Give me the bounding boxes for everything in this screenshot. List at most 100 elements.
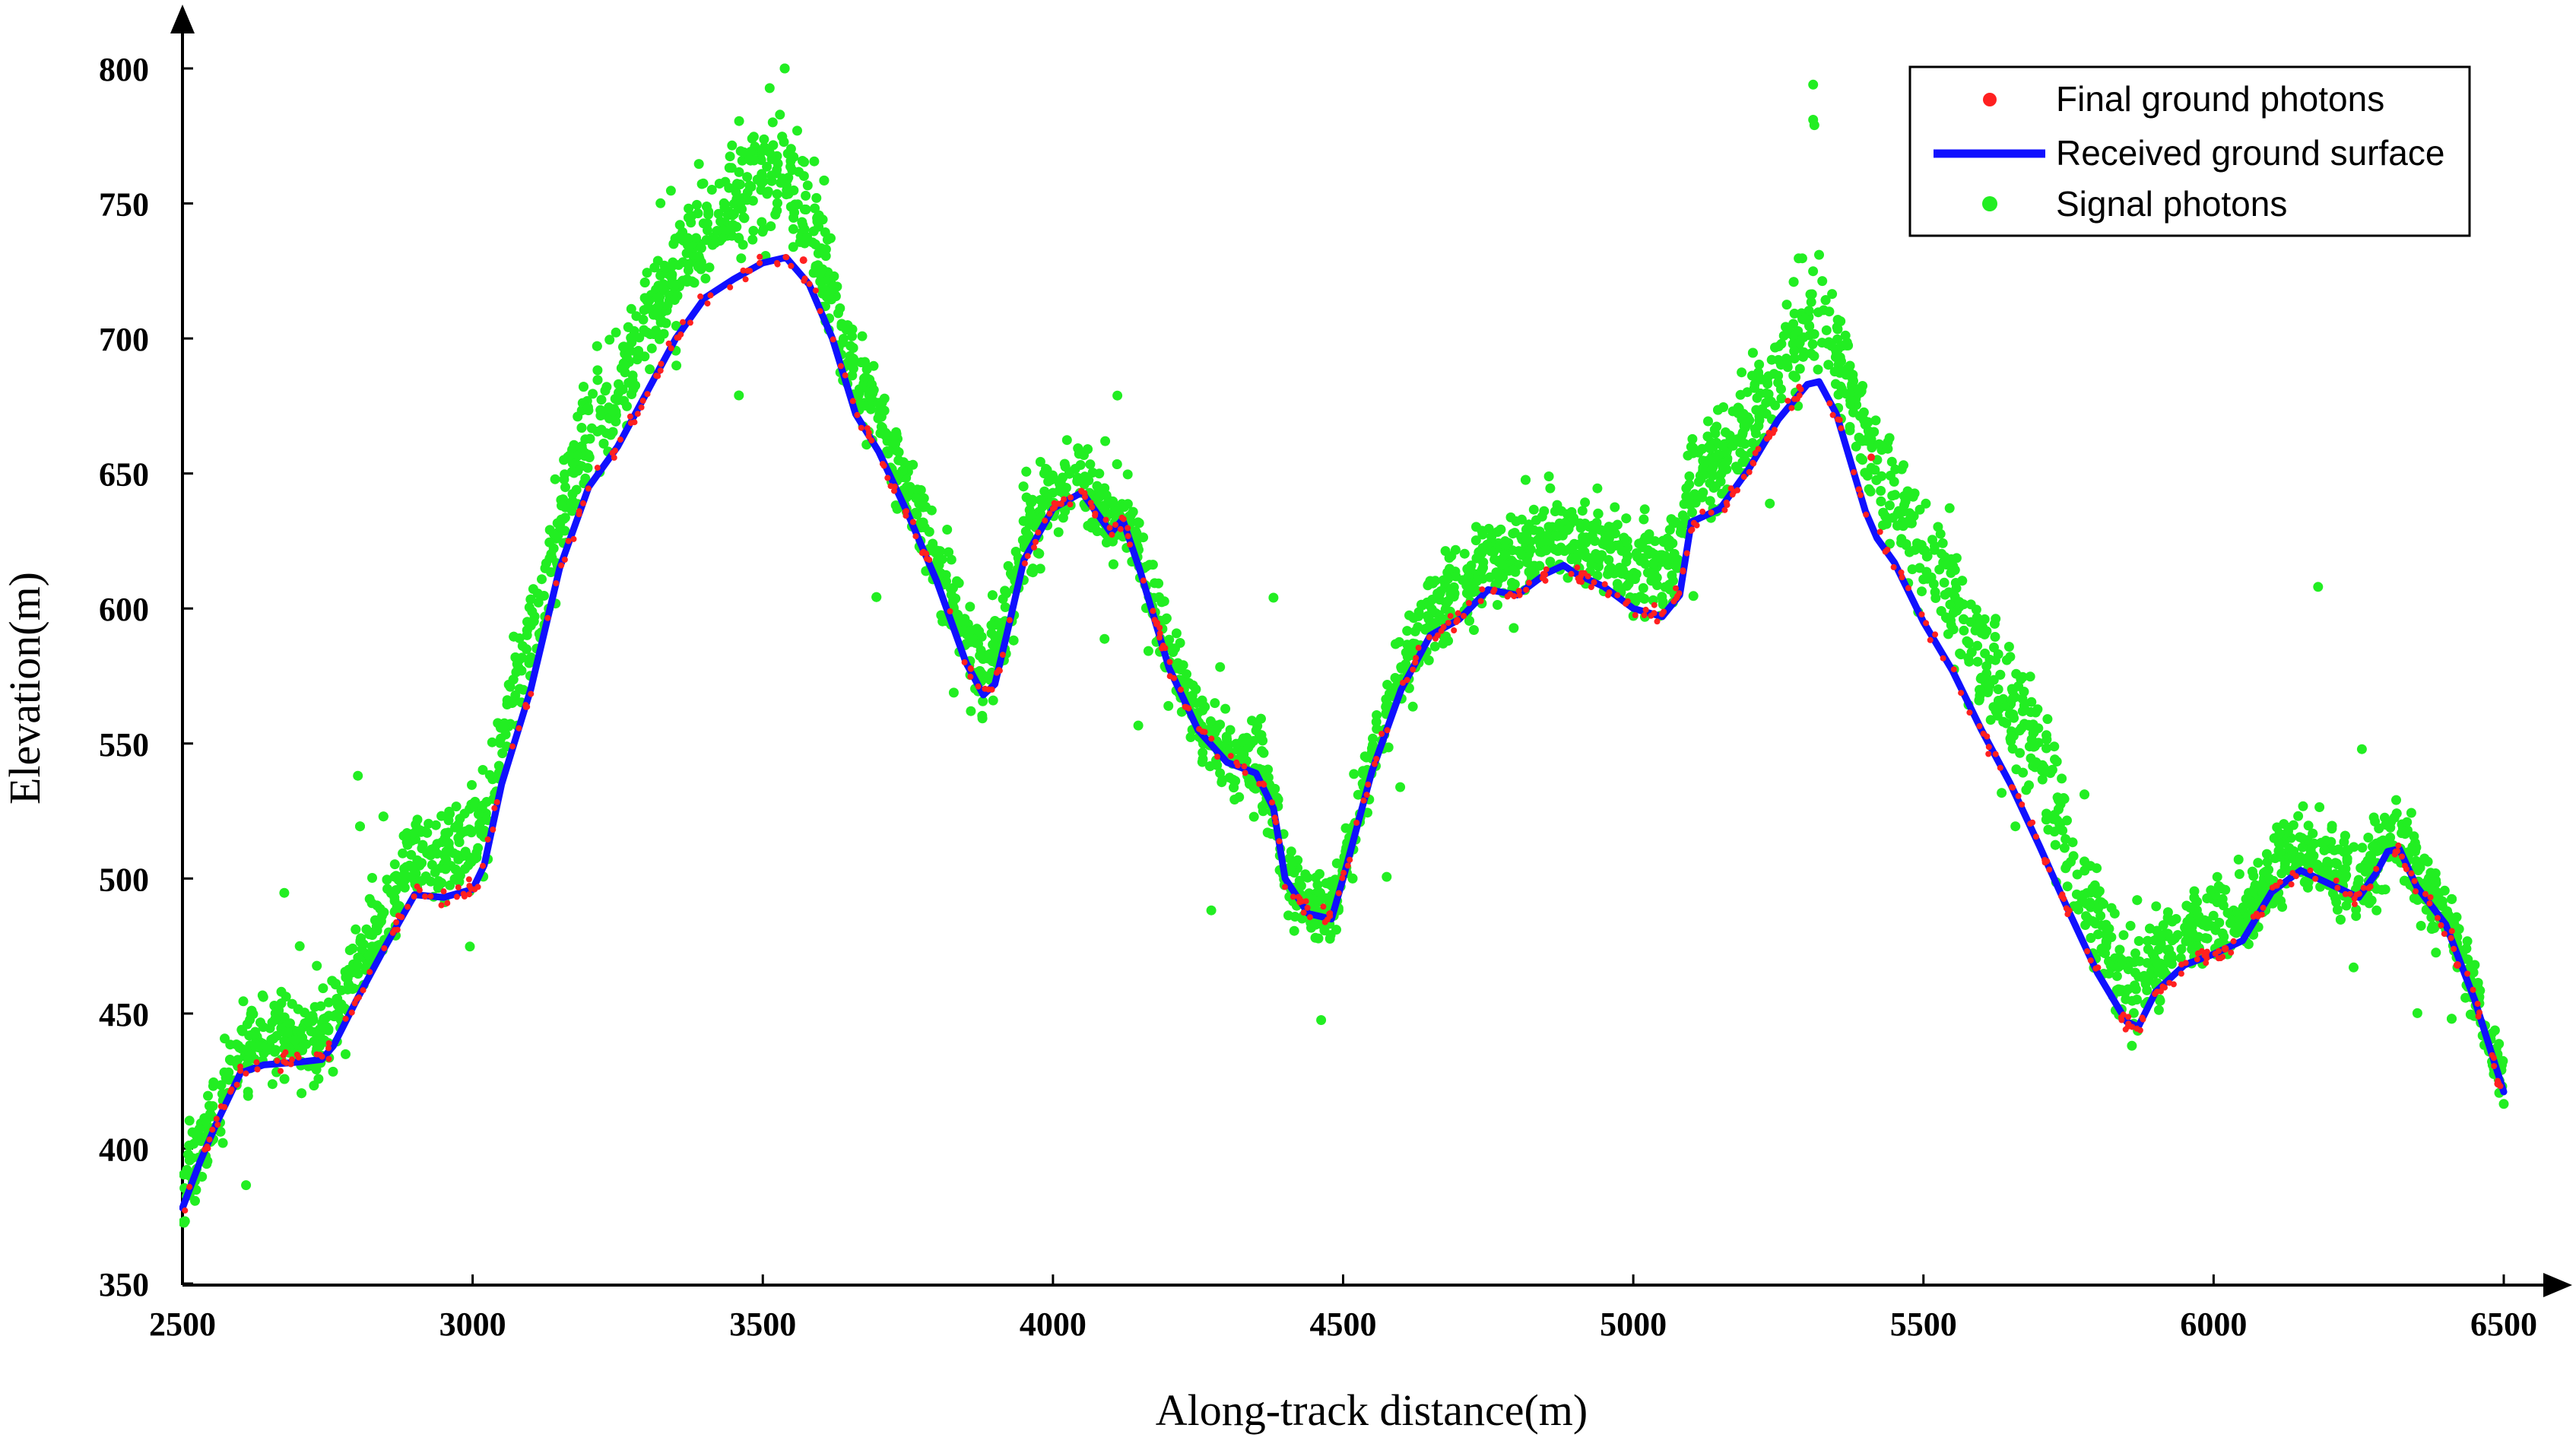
signal-photon-point [1646, 576, 1657, 586]
signal-photon-point [1108, 559, 1118, 570]
final-ground-photon-point [316, 1052, 323, 1058]
signal-photon-point [1886, 456, 1897, 467]
signal-photon-point [626, 303, 636, 314]
signal-photon-point [2004, 709, 2015, 719]
final-ground-photon-point [1794, 395, 1800, 402]
signal-photon-point [557, 500, 566, 511]
signal-photon-point [977, 710, 988, 721]
signal-photon-point [1862, 471, 1873, 481]
signal-photon-point [430, 820, 441, 830]
signal-photon-point [2202, 916, 2213, 926]
signal-photon-point [1324, 934, 1335, 944]
signal-photon-point [2016, 723, 2027, 733]
signal-photon-point [1539, 506, 1550, 516]
signal-photon-point [727, 140, 738, 151]
final-ground-photon-point [1156, 630, 1163, 636]
signal-photon-point [1638, 542, 1648, 553]
signal-photon-point [772, 189, 782, 199]
signal-photon-point [2399, 875, 2409, 886]
final-ground-photon-point [1455, 610, 1461, 617]
final-ground-photon-point [2046, 866, 2053, 873]
signal-photon-point [948, 687, 959, 698]
final-ground-photon-point [2438, 922, 2444, 928]
x-tick-label: 5000 [1600, 1306, 1667, 1343]
signal-photon-point [1540, 538, 1551, 548]
signal-photon-point [2111, 971, 2122, 982]
signal-photon-point [1937, 548, 1947, 559]
signal-photon-point [567, 489, 578, 500]
final-ground-photon-point [2019, 801, 2026, 808]
signal-photon-point [1581, 551, 1591, 562]
signal-photon-point [1578, 535, 1588, 546]
signal-photon-point [2020, 705, 2031, 716]
final-ground-photon-point [2212, 951, 2219, 957]
final-ground-photon-point [1125, 525, 1131, 532]
signal-photon-point [560, 513, 570, 523]
signal-photon-point [1761, 388, 1772, 398]
signal-photon-point [1910, 544, 1920, 555]
final-ground-photon-point [2029, 819, 2036, 826]
signal-photon-point [1945, 599, 1956, 610]
final-ground-photon-point [411, 893, 417, 900]
signal-photon-point [2409, 831, 2419, 842]
signal-photon-point [1045, 474, 1056, 485]
final-ground-photon-point [1340, 869, 1347, 876]
final-ground-photon-point [287, 1061, 294, 1068]
final-ground-photon-point [1683, 550, 1690, 557]
signal-photon-point [319, 1014, 329, 1024]
signal-photon-point [700, 273, 711, 284]
signal-photon-point [1382, 871, 1392, 882]
final-ground-photon-point [1516, 592, 1523, 598]
final-ground-photon-point [1465, 600, 1472, 606]
final-ground-photon-point [1306, 914, 1313, 921]
signal-photon-point [810, 239, 820, 249]
final-ground-photon-point [1171, 674, 1177, 681]
final-ground-photon-point [1829, 411, 1836, 418]
signal-photon-point [2391, 795, 2401, 805]
final-ground-photon-point [975, 683, 982, 690]
final-ground-photon-point [611, 454, 617, 461]
signal-photon-point [619, 360, 630, 370]
final-ground-photon-point [2162, 984, 2168, 991]
final-ground-photon-point [2203, 960, 2210, 966]
signal-photon-point [671, 360, 682, 371]
signal-photon-point [341, 1049, 351, 1059]
signal-photon-point [1205, 716, 1216, 726]
signal-photon-point [1258, 735, 1268, 746]
signal-photon-point [838, 334, 849, 344]
signal-photon-point [918, 517, 928, 528]
signal-photon-point [1394, 636, 1404, 647]
signal-photon-point [1715, 476, 1726, 487]
signal-photon-point [1826, 341, 1837, 351]
signal-photon-point [2415, 862, 2425, 873]
final-ground-photon-point [1614, 592, 1621, 598]
signal-photon-point [287, 998, 297, 1009]
signal-photon-point [366, 898, 377, 909]
signal-photon-point [184, 1155, 195, 1166]
signal-photon-point [1469, 625, 1479, 635]
final-ground-photon-point [757, 253, 763, 260]
signal-photon-point [498, 722, 509, 732]
signal-photon-point [220, 1033, 230, 1044]
x-tick-label: 3500 [729, 1306, 796, 1343]
signal-photon-point [1794, 363, 1805, 374]
signal-photon-point [1407, 701, 1418, 712]
signal-photon-point [1580, 497, 1591, 508]
signal-photon-point [1639, 504, 1650, 515]
signal-photon-point [1981, 661, 1992, 671]
signal-photon-point [2277, 902, 2288, 912]
x-tick-label: 4000 [1020, 1306, 1087, 1343]
final-ground-photon-point [1360, 797, 1367, 804]
signal-photon-point [630, 380, 640, 391]
signal-photon-point [2041, 730, 2051, 741]
signal-photon-point [525, 594, 536, 605]
final-ground-photon-point [243, 1070, 249, 1077]
signal-photon-point [521, 644, 531, 655]
signal-photon-point [2341, 900, 2352, 911]
signal-photon-point [433, 876, 444, 887]
signal-photon-point [2253, 858, 2264, 868]
signal-photon-point [1713, 449, 1724, 460]
signal-photon-point [2416, 921, 2426, 931]
signal-photon-point [768, 140, 779, 151]
final-ground-photon-point [460, 890, 467, 897]
